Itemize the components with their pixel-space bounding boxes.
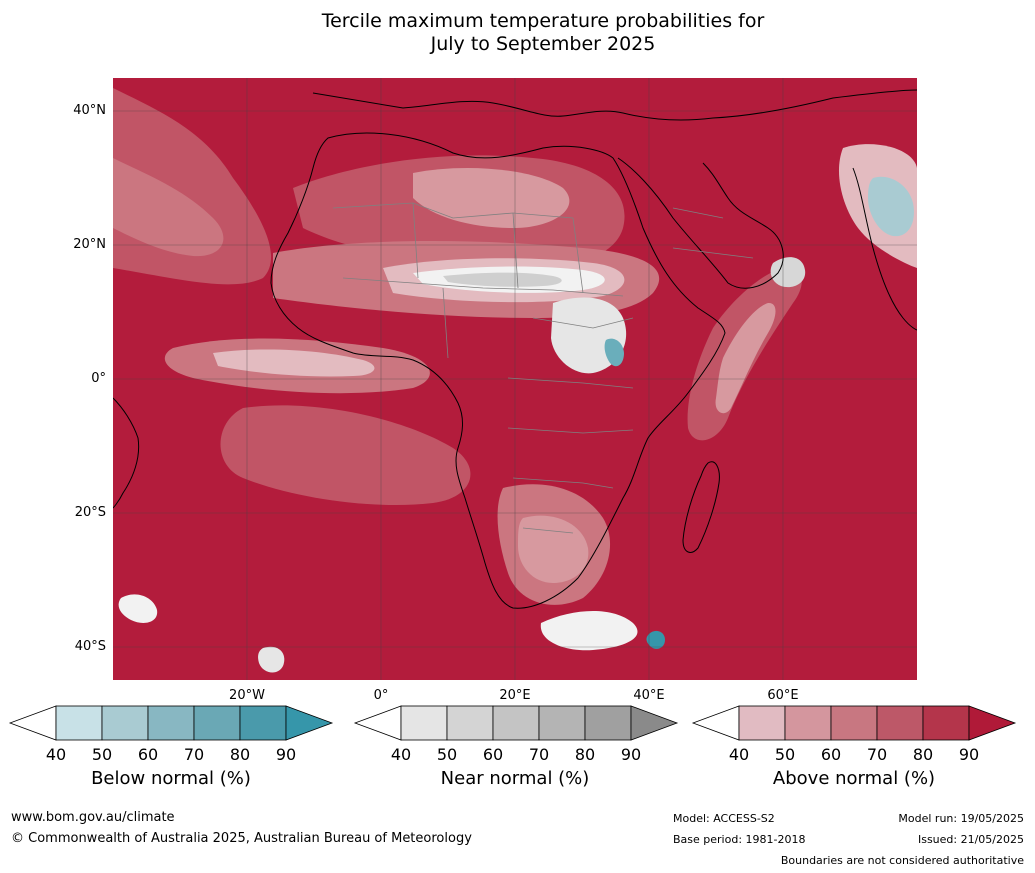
- lon-label-20w: 20°W: [229, 688, 265, 703]
- legend-tick: 70: [866, 745, 888, 764]
- legend-tick: 60: [820, 745, 842, 764]
- lon-label-0: 0°: [373, 688, 389, 703]
- legend-tick: 90: [275, 745, 297, 764]
- legend-arrow-low: [353, 705, 402, 741]
- legend-tick: 50: [91, 745, 113, 764]
- legend-arrow-low: [691, 705, 740, 741]
- legend-tick: 60: [137, 745, 159, 764]
- map-canvas: [113, 78, 917, 680]
- legend-tick: 80: [574, 745, 596, 764]
- legend-swatch: [239, 705, 287, 741]
- legend-near-normal-bar: [353, 705, 679, 741]
- legend-tick: 60: [482, 745, 504, 764]
- legend-below-normal-title: Below normal (%): [91, 768, 251, 789]
- legend-below-normal-ticks: 40 50 60 70 80 90: [10, 743, 332, 764]
- legend-swatch: [784, 705, 832, 741]
- lon-label-20e: 20°E: [499, 688, 531, 703]
- southern-ocean-near-1: [118, 594, 158, 623]
- map-title: Tercile maximum temperature probabilitie…: [0, 10, 1035, 56]
- sahara-field-2: [413, 168, 570, 228]
- legend-tick: 50: [774, 745, 796, 764]
- legend-arrow-low: [8, 705, 57, 741]
- legend-near-normal-ticks: 40 50 60 70 80 90: [355, 743, 677, 764]
- country-borders: [332, 202, 754, 534]
- legend-tick: 90: [958, 745, 980, 764]
- europe-coastline: [312, 89, 917, 121]
- lat-label-20s: 20°S: [74, 505, 106, 520]
- legend-swatch: [147, 705, 195, 741]
- lat-label-20n: 20°N: [73, 237, 106, 252]
- legend-swatch: [193, 705, 241, 741]
- legend-above-normal-title: Above normal (%): [772, 768, 936, 789]
- issued-date: Issued: 21/05/2025: [917, 833, 1024, 846]
- model-run-date: Model run: 19/05/2025: [898, 812, 1024, 825]
- legend-arrow-high: [630, 705, 679, 741]
- legend-near-normal-title: Near normal (%): [440, 768, 590, 789]
- lon-label-60e: 60°E: [767, 688, 799, 703]
- legend-swatch: [400, 705, 448, 741]
- legend-swatch: [538, 705, 586, 741]
- atlantic-north-field-2: [113, 158, 224, 257]
- legend-tick: 80: [912, 745, 934, 764]
- legend-tick: 40: [390, 745, 412, 764]
- southern-ocean-near-3: [258, 646, 285, 673]
- legend-below-normal-bar: [8, 705, 334, 741]
- title-line-1: Tercile maximum temperature probabilitie…: [321, 10, 765, 32]
- boundaries-disclaimer: Boundaries are not considered authoritat…: [780, 854, 1024, 867]
- legend-swatch: [55, 705, 103, 741]
- legend-above-normal: [691, 705, 1017, 741]
- legend-near-normal: [353, 705, 679, 741]
- legend-tick: 70: [528, 745, 550, 764]
- copyright-text: © Commonwealth of Australia 2025, Austra…: [11, 831, 472, 846]
- legend-swatch: [738, 705, 786, 741]
- legend-swatch: [446, 705, 494, 741]
- south-atlantic-field: [220, 405, 471, 506]
- lat-label-40n: 40°N: [73, 103, 106, 118]
- legend-arrow-high: [968, 705, 1017, 741]
- arabia-coastline: [617, 157, 784, 289]
- legend-swatch: [492, 705, 540, 741]
- lon-label-40e: 40°E: [633, 688, 665, 703]
- madagascar-coastline: [682, 461, 720, 553]
- legend-swatch: [584, 705, 632, 741]
- legend-swatch: [830, 705, 878, 741]
- model-name: Model: ACCESS-S2: [673, 812, 775, 825]
- legend-tick: 90: [620, 745, 642, 764]
- website-link[interactable]: www.bom.gov.au/climate: [11, 810, 175, 825]
- lat-label-0: 0°: [91, 371, 106, 386]
- india-below-patch: [868, 176, 914, 237]
- legend-tick: 40: [45, 745, 67, 764]
- equatorial-atlantic-light: [213, 349, 375, 377]
- somali-coast-light: [715, 302, 776, 414]
- graticule: [113, 78, 917, 680]
- sahel-near-grey: [443, 272, 562, 287]
- legend-tick: 40: [728, 745, 750, 764]
- africa-coastline: [270, 132, 726, 609]
- south-america-coastline: [113, 397, 140, 509]
- title-line-2: July to September 2025: [430, 33, 656, 55]
- base-period: Base period: 1981-2018: [673, 833, 806, 846]
- lat-label-40s: 40°S: [74, 639, 106, 654]
- lake-victoria-below: [604, 338, 624, 367]
- legend-swatch: [876, 705, 924, 741]
- legend-above-normal-ticks: 40 50 60 70 80 90: [693, 743, 1015, 764]
- legend-swatch: [922, 705, 970, 741]
- legend-tick: 80: [229, 745, 251, 764]
- india-coastline: [852, 167, 917, 331]
- arabian-sea-near: [770, 257, 806, 288]
- southern-ocean-near-2: [540, 610, 638, 651]
- legend-above-normal-bar: [691, 705, 1017, 741]
- legend-swatch: [101, 705, 149, 741]
- probability-map: [113, 78, 917, 680]
- legend-tick: 50: [436, 745, 458, 764]
- southern-ocean-below: [646, 630, 665, 649]
- legend-tick: 70: [183, 745, 205, 764]
- legend-below-normal: [8, 705, 334, 741]
- legend-arrow-high: [285, 705, 334, 741]
